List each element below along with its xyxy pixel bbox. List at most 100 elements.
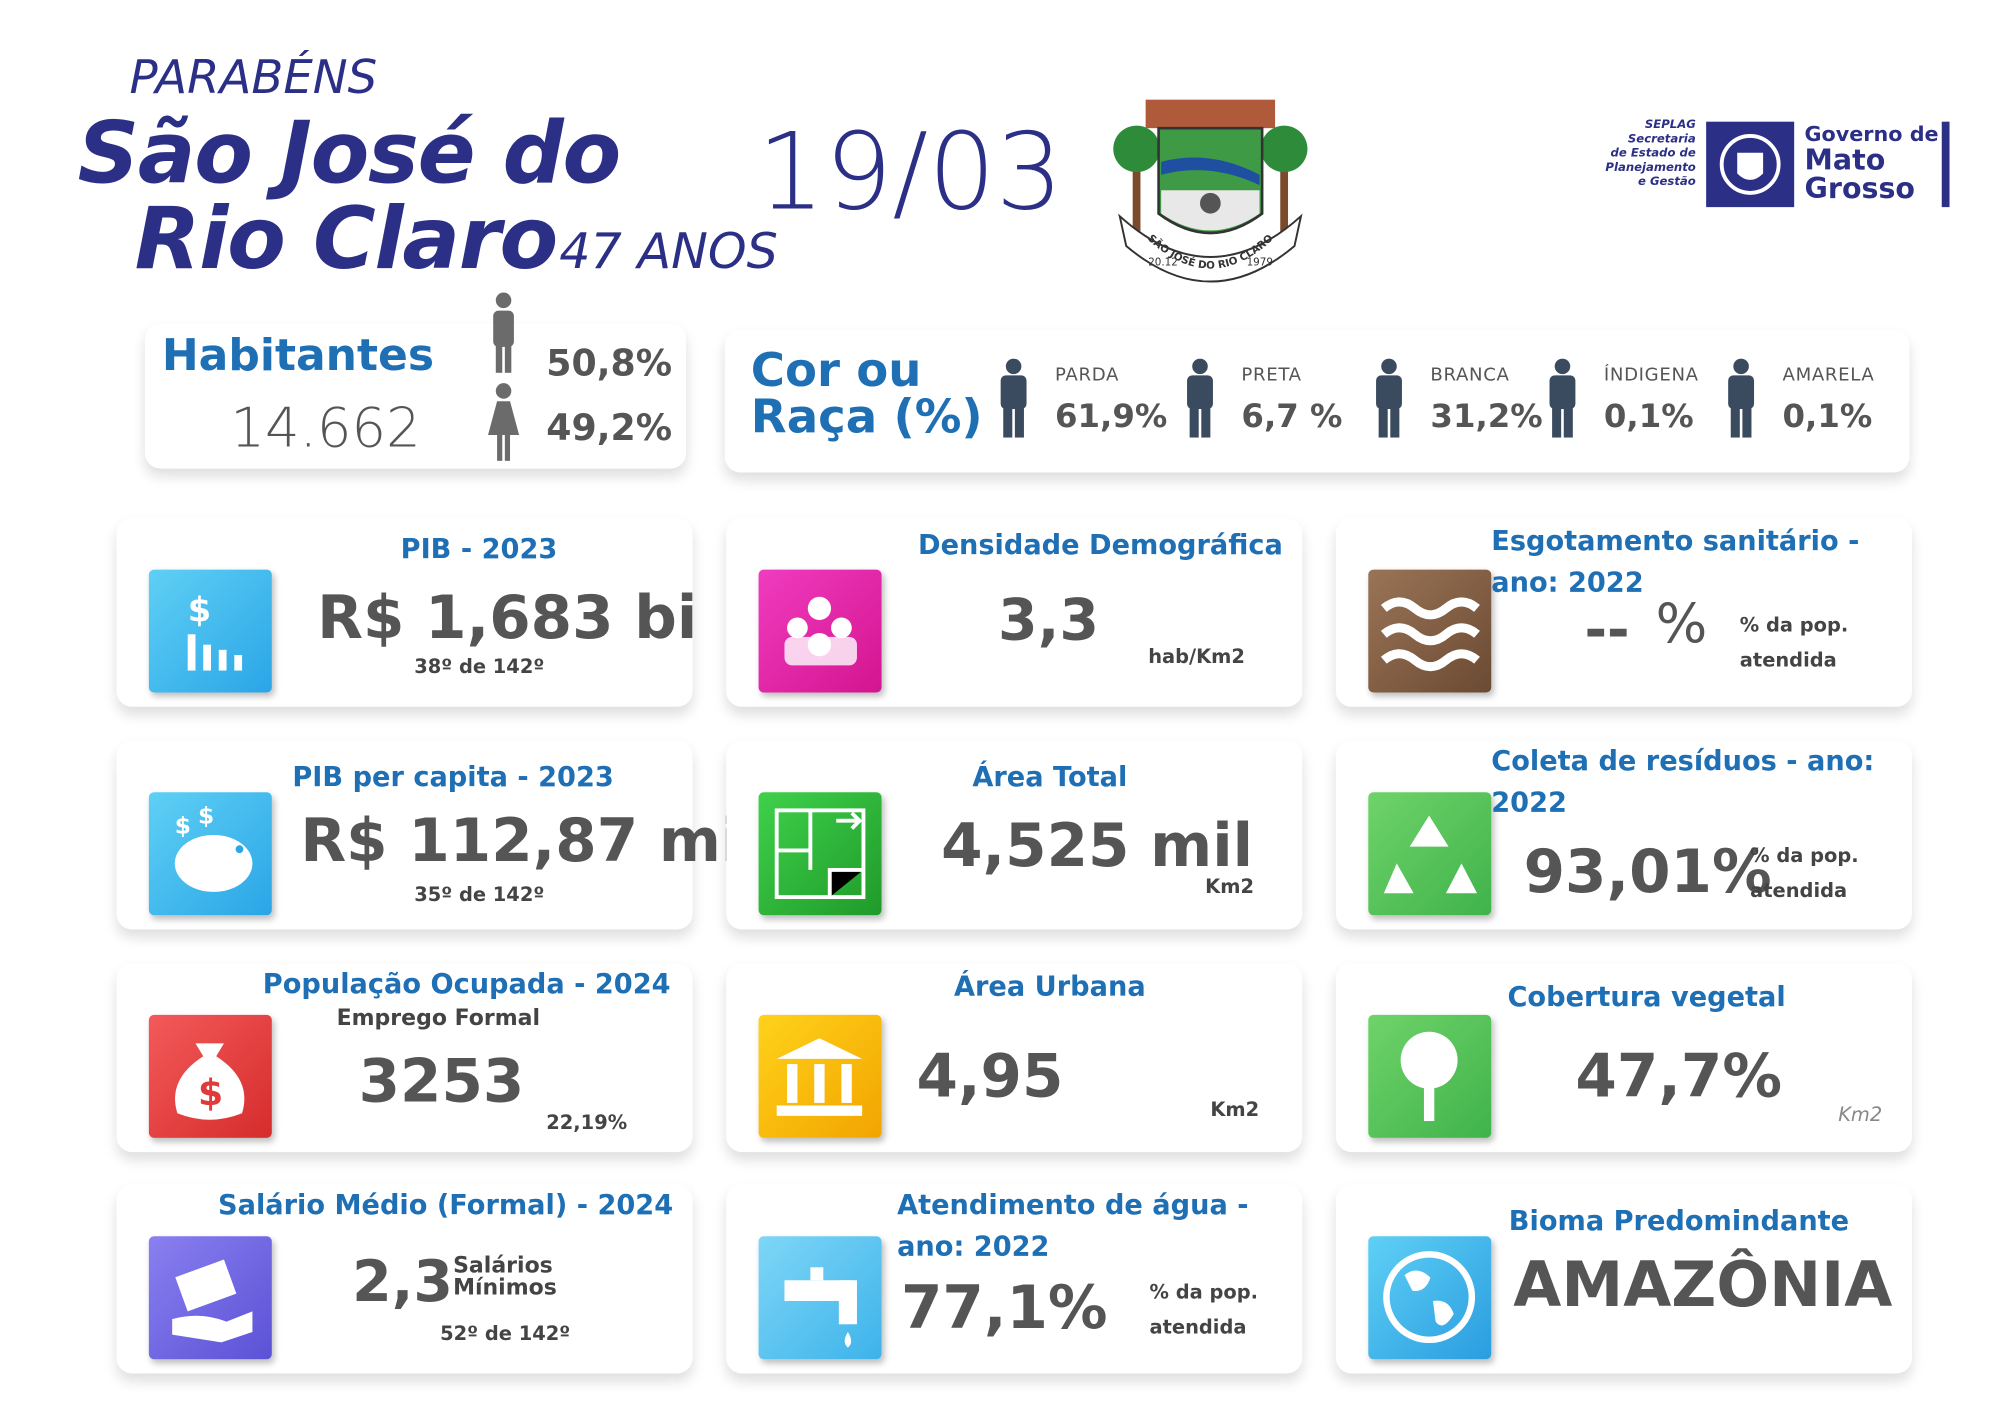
- card-title: PIB - 2023: [400, 533, 558, 565]
- agency: SEPLAG: [1644, 119, 1696, 133]
- race-value: 6,7 %: [1241, 397, 1343, 435]
- card: $ $ PIB per capita - 2023 R$ 112,87 mil 35º …: [116, 740, 762, 930]
- card-title: Esgotamento sanitário - ano: 2022: [1491, 525, 1860, 599]
- card-unit: Km2: [1210, 1097, 1260, 1122]
- race-value: 0,1%: [1603, 397, 1694, 435]
- government-name: Governo de Mato Grosso: [1805, 122, 1939, 205]
- card-rank: 38º de 142º: [414, 655, 545, 679]
- card-title: Atendimento de água - ano: 2022: [897, 1189, 1249, 1263]
- card: Esgotamento sanitário - ano: 2022 --% % da…: [1335, 517, 1912, 707]
- card-icon: $: [148, 569, 272, 693]
- svg-text:$: $: [198, 1072, 223, 1115]
- svg-text:$: $: [198, 802, 214, 829]
- card-title: Cobertura vegetal: [1507, 981, 1786, 1013]
- agency-line: de Estado de: [1610, 147, 1696, 161]
- crown: [1145, 99, 1276, 129]
- agency-line: e Gestão: [1637, 176, 1696, 189]
- card-unit: Salários Mínimos: [453, 1253, 557, 1301]
- card-title: Coleta de resíduos - ano: 2022: [1491, 745, 1875, 819]
- government-line: Grosso: [1804, 173, 1915, 206]
- person-icon: [1000, 358, 1027, 438]
- card-note: 22,19%: [546, 1110, 628, 1134]
- svg-text:$: $: [188, 590, 211, 629]
- card-value: 3,3: [998, 587, 1099, 654]
- card-icon: $: [148, 1014, 272, 1138]
- card-title: Área Urbana: [953, 970, 1146, 1002]
- card-unit: % da pop. atendida: [1739, 613, 1849, 672]
- person-icon: [1549, 358, 1576, 438]
- race-title-line: Raça (%): [750, 390, 983, 445]
- race-value: 31,2%: [1430, 397, 1543, 435]
- population-label: Habitantes: [161, 330, 435, 382]
- card-title: PIB per capita - 2023: [292, 761, 614, 793]
- card-value: 3253: [358, 1045, 525, 1116]
- government-line: Governo de: [1804, 121, 1939, 147]
- race-value: 61,9%: [1055, 397, 1168, 435]
- card-unit: % da pop. atendida: [1149, 1280, 1259, 1339]
- race-title: Cor ou Raça (%): [751, 348, 983, 441]
- card-icon: [758, 792, 882, 916]
- card: Salário Médio (Formal) - 2024 2,3 52º de 1…: [116, 1184, 693, 1374]
- race-title-line: Cor ou: [750, 344, 922, 398]
- agency-line: Secretaria: [1627, 133, 1696, 147]
- card: $ PIB - 2023 R$ 1,683 bi 38º de 142º: [116, 517, 697, 707]
- race-label: ÍNDIGENA: [1603, 365, 1699, 386]
- person-icon: [1728, 358, 1755, 438]
- card-title: Área Total: [972, 761, 1128, 793]
- card-icon: [1368, 792, 1492, 916]
- card-unit: Km2: [1838, 1102, 1883, 1127]
- race-label: AMARELA: [1782, 365, 1875, 386]
- race-value: 0,1%: [1782, 397, 1873, 435]
- person-icon: [1187, 358, 1213, 438]
- card-value: 4,525 mil: [941, 810, 1254, 881]
- emblem: SÃO JOSÉ DO RIO CLARO 20.12 1979: [1113, 99, 1308, 283]
- population-value: 14.662: [230, 396, 421, 460]
- card-icon: [758, 1236, 882, 1360]
- card-value: 47,7%: [1575, 1040, 1783, 1111]
- state-seal: [1706, 121, 1795, 208]
- card-unit: hab/Km2: [1148, 644, 1245, 668]
- population-box: Habitantes 14.662 50,8% 49,2%: [144, 292, 687, 469]
- card-title: Densidade Demográfica: [918, 529, 1283, 561]
- card-icon: [148, 1236, 272, 1360]
- card-symbol: %: [1655, 591, 1708, 656]
- card: Coleta de resíduos - ano: 2022 93,01%% da…: [1335, 740, 1912, 930]
- card-rank: 52º de 142º: [440, 1321, 571, 1345]
- card: Densidade Demográfica 3,3 hab/Km2: [726, 517, 1303, 707]
- card-icon: [758, 1014, 882, 1138]
- card-value: AMAZÔNIA: [1513, 1249, 1893, 1322]
- emblem-year: 1979: [1247, 256, 1273, 268]
- svg-text:$: $: [175, 813, 191, 840]
- card-subtitle: Emprego Formal: [336, 1005, 541, 1032]
- card-icon: [1368, 1014, 1492, 1138]
- card-value: --: [1584, 598, 1630, 662]
- race-label: PARDA: [1055, 365, 1120, 386]
- card-value: 77,1%: [900, 1272, 1108, 1343]
- card: Bioma Predomindante AMAZÔNIA: [1335, 1184, 1912, 1374]
- emblem-day: 20.12: [1148, 256, 1178, 268]
- card-icon: $ $: [148, 792, 272, 916]
- card-value: 93,01%: [1523, 836, 1772, 907]
- race-label: PRETA: [1241, 365, 1302, 386]
- gender-icons: [488, 292, 520, 461]
- card-title: Salário Médio (Formal) - 2024: [218, 1189, 674, 1221]
- card-unit: Km2: [1205, 875, 1254, 899]
- card-value: 2,3: [352, 1249, 454, 1316]
- card-value: 4,95: [916, 1040, 1064, 1111]
- card: Cobertura vegetal 47,7% Km2: [1335, 963, 1912, 1153]
- card-value: R$ 1,683 bi: [317, 582, 698, 653]
- government-line: Mato: [1804, 144, 1886, 178]
- divider: [1941, 121, 1950, 208]
- card-title: Bioma Predomindante: [1508, 1205, 1850, 1237]
- race-label: BRANCA: [1430, 365, 1510, 386]
- card-unit: % da pop. atendida: [1750, 844, 1859, 903]
- city-name: São José do: [77, 103, 622, 204]
- card-icon: [758, 569, 882, 693]
- card: Área Total 4,525 mil Km2: [726, 740, 1303, 930]
- card-title: População Ocupada - 2024: [262, 968, 671, 1000]
- male-share: 50,8%: [546, 341, 673, 385]
- card: Atendimento de água - ano: 2022 77,1% % da…: [726, 1184, 1303, 1374]
- card: $ População Ocupada - 2024 3253 Emprego For…: [116, 963, 693, 1153]
- card-value: R$ 112,87 mil: [300, 805, 762, 876]
